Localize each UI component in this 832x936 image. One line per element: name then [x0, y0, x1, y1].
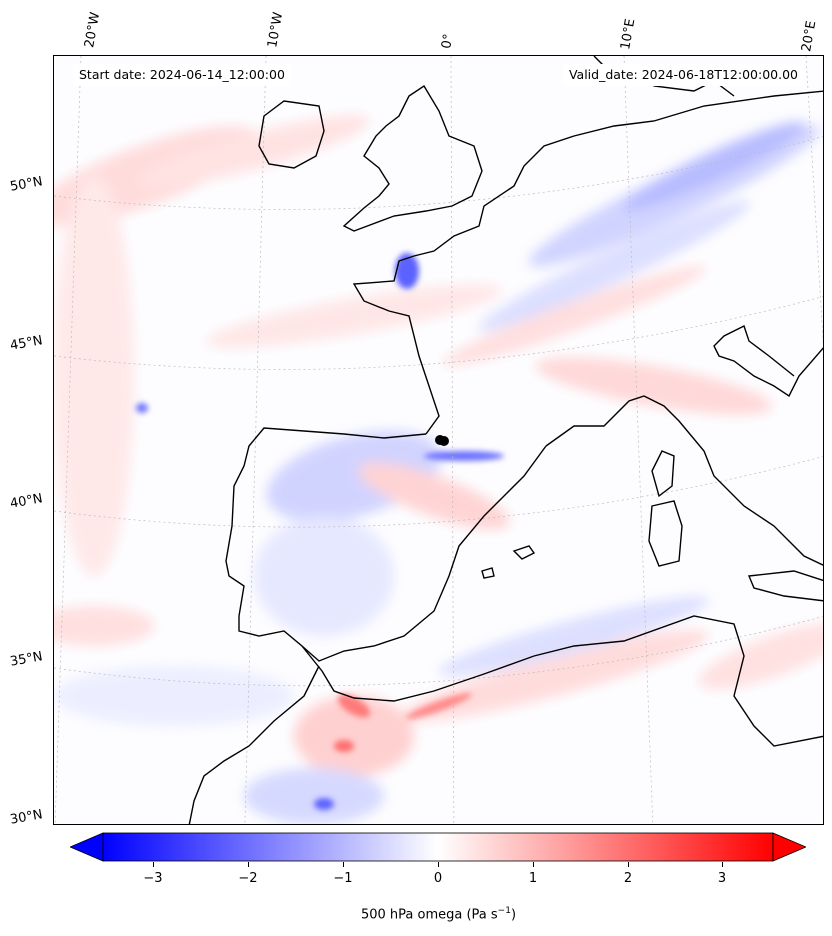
- colorbar-label-text: 500 hPa omega (Pa s: [360, 907, 498, 923]
- cb-tick-label: 1: [528, 871, 538, 886]
- colorbar-min-extend: [70, 832, 104, 862]
- lon-label-0: 0°: [439, 32, 457, 50]
- valid-date-label: Valid_date: 2024-06-18T12:00:00.00: [562, 64, 804, 86]
- graticule: [54, 56, 823, 824]
- omega-field-map: [54, 56, 823, 824]
- coastlines: [188, 56, 823, 824]
- cb-tick-label: 3: [717, 871, 727, 886]
- omega-field-shading: [54, 115, 823, 824]
- lat-label-30n: 30°N: [8, 807, 44, 828]
- cb-tick-label: 2: [623, 871, 633, 886]
- cb-tickmark: [628, 862, 629, 867]
- cb-tick-label: −2: [238, 871, 258, 886]
- cb-tick-label: −1: [333, 871, 353, 886]
- colorbar-label: 500 hPa omega (Pa s−1): [0, 906, 832, 922]
- lat-label-40n: 40°N: [8, 491, 44, 512]
- lon-label-10e: 10°E: [618, 17, 639, 52]
- cb-tickmark: [248, 862, 249, 867]
- lat-label-35n: 35°N: [8, 649, 44, 670]
- cb-tick-label: 0: [433, 871, 443, 886]
- lat-label-45n: 45°N: [8, 333, 44, 354]
- colorbar: [70, 832, 806, 862]
- cb-tickmark: [343, 862, 344, 867]
- lat-label-50n: 50°N: [8, 174, 44, 195]
- cb-tickmark: [438, 862, 439, 867]
- lon-label-10w: 10°W: [265, 11, 287, 50]
- map-panel: [53, 55, 824, 825]
- colorbar-label-close: ): [510, 907, 517, 923]
- lon-label-20w: 20°W: [82, 11, 104, 50]
- start-date-label: Start date: 2024-06-14_12:00:00: [73, 64, 291, 86]
- cb-tickmark: [722, 862, 723, 867]
- cb-tickmark: [533, 862, 534, 867]
- station-markers: [435, 435, 449, 446]
- cb-tickmark: [153, 862, 154, 867]
- colorbar-max-extend: [772, 832, 806, 862]
- colorbar-label-exponent: −1: [497, 906, 511, 916]
- colorbar-gradient: [102, 832, 774, 862]
- lon-label-20e: 20°E: [799, 19, 820, 54]
- cb-tick-label: −3: [143, 871, 163, 886]
